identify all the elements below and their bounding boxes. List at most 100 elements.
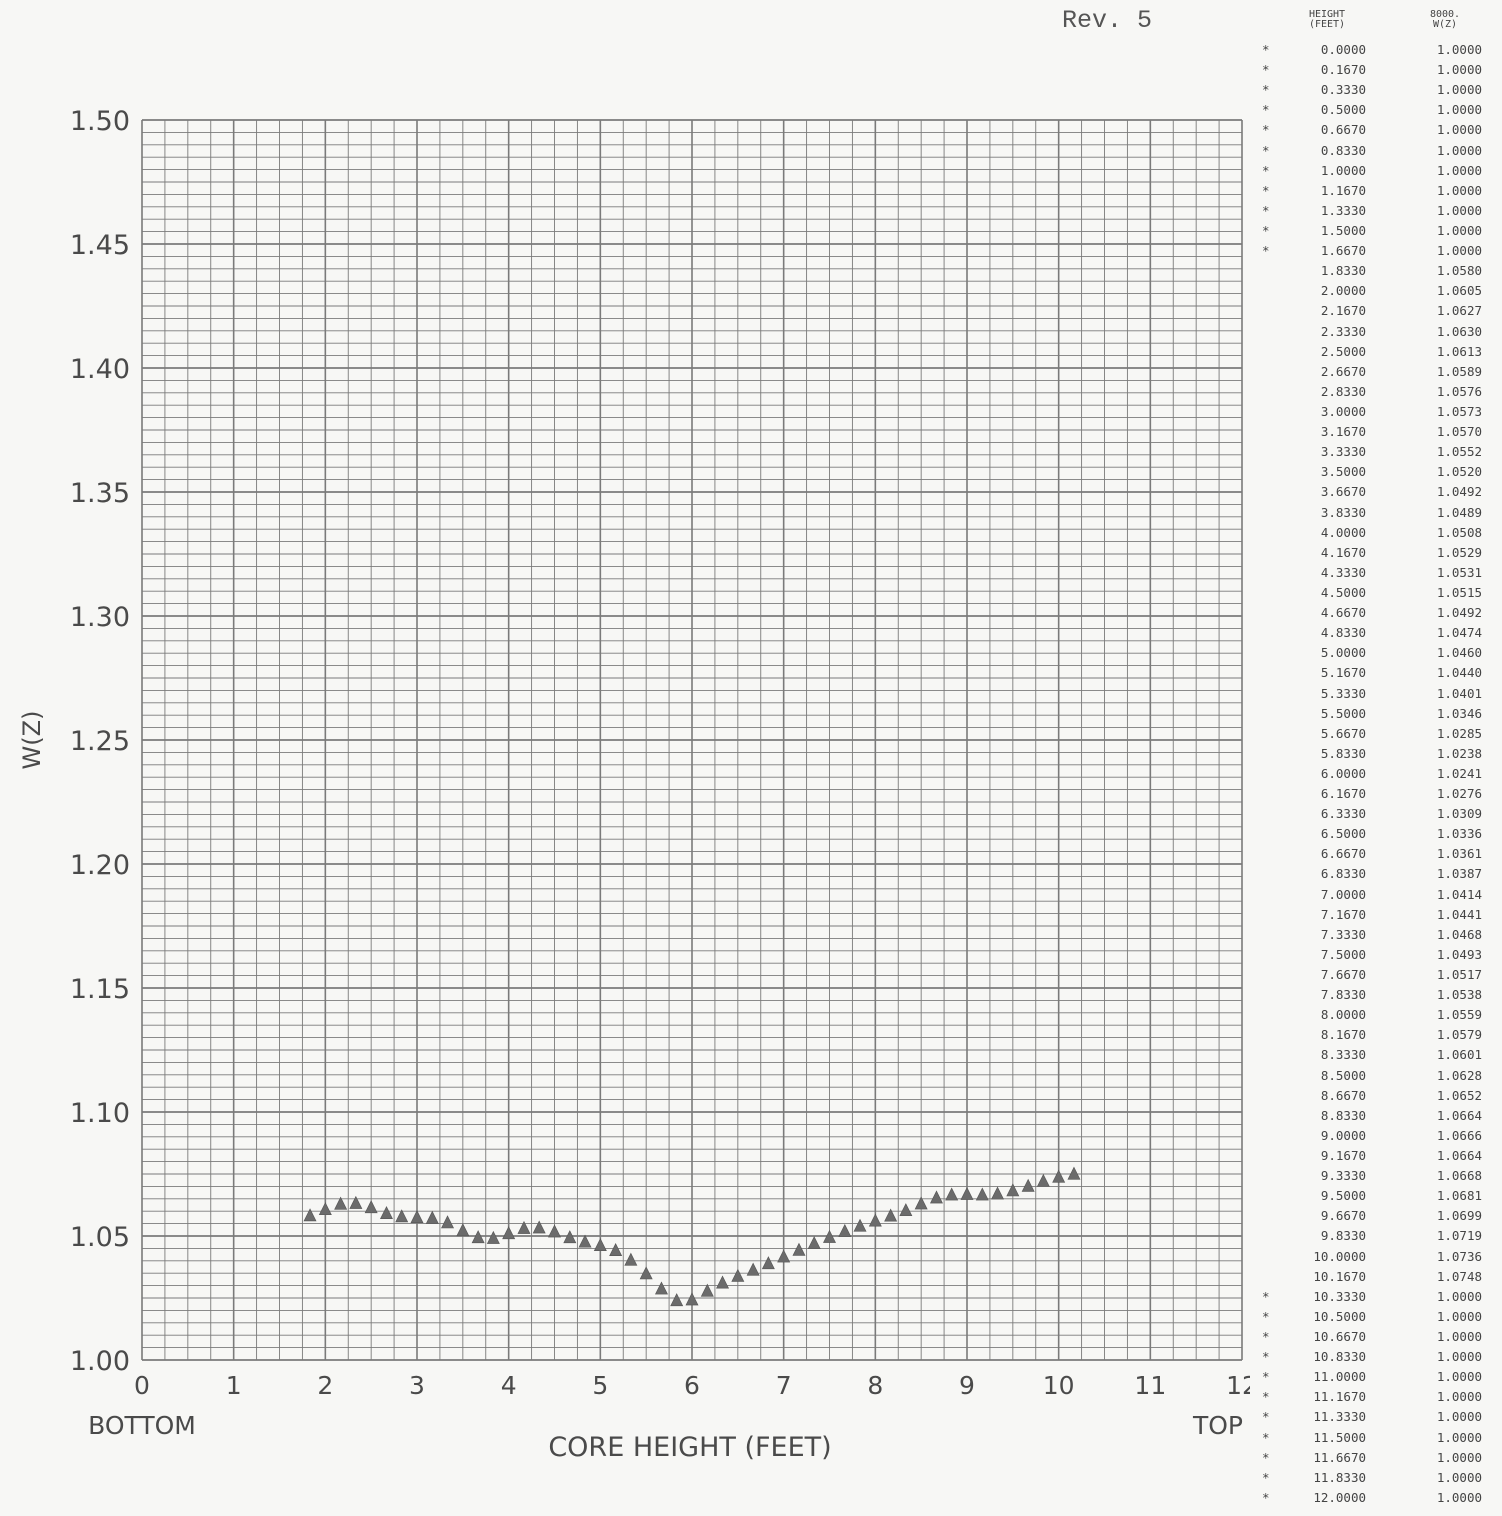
table-row: 5.8330 1.0238	[1258, 744, 1498, 764]
table-row: * 0.0000 1.0000	[1258, 40, 1498, 60]
row-height: 9.0000	[1320, 1127, 1366, 1143]
table-row: 4.3330 1.0531	[1258, 563, 1498, 583]
row-flag: *	[1262, 182, 1270, 198]
row-wz: 1.0748	[1436, 1268, 1482, 1284]
row-height: 5.1670	[1320, 665, 1366, 681]
row-height: 8.6670	[1320, 1087, 1366, 1103]
x-tick-label: 9	[959, 1371, 975, 1400]
row-flag: *	[1262, 1389, 1270, 1405]
chart-grid	[141, 119, 1243, 1361]
row-wz: 1.0000	[1436, 62, 1482, 78]
y-tick-label: 1.45	[70, 230, 130, 261]
row-height: 0.5000	[1320, 102, 1366, 118]
row-height: 5.3330	[1320, 685, 1366, 701]
x-axis-bottom-label: BOTTOM	[88, 1411, 196, 1440]
row-wz: 1.0000	[1436, 142, 1482, 158]
row-wz: 1.0440	[1436, 665, 1482, 681]
y-tick-label: 1.15	[70, 974, 130, 1005]
row-wz: 1.0529	[1436, 544, 1482, 560]
row-height: 1.0000	[1320, 162, 1366, 178]
table-row: 6.1670 1.0276	[1258, 784, 1498, 804]
row-height: 9.6670	[1320, 1208, 1366, 1224]
data-point-triangle	[349, 1195, 363, 1209]
table-row: 3.3330 1.0552	[1258, 442, 1498, 462]
y-tick-label: 1.20	[70, 850, 130, 881]
table-row: 7.1670 1.0441	[1258, 905, 1498, 925]
row-wz: 1.0605	[1436, 283, 1482, 299]
row-flag: *	[1262, 1369, 1270, 1385]
table-row: 7.6670 1.0517	[1258, 965, 1498, 985]
row-height: 4.3330	[1320, 564, 1366, 580]
row-flag: *	[1262, 202, 1270, 218]
data-point-triangle	[1021, 1178, 1035, 1192]
y-axis-label: W(Z)	[18, 711, 46, 770]
row-wz: 1.0241	[1436, 765, 1482, 781]
revision-label: Rev. 5	[1062, 6, 1153, 35]
row-height: 0.3330	[1320, 82, 1366, 98]
data-point-triangle	[486, 1230, 500, 1244]
row-flag: *	[1262, 243, 1270, 259]
row-height: 6.1670	[1320, 786, 1366, 802]
table-row: 5.0000 1.0460	[1258, 643, 1498, 663]
x-tick-label: 10	[1043, 1371, 1075, 1400]
data-point-triangle	[639, 1266, 653, 1280]
x-tick-label: 2	[317, 1371, 333, 1400]
x-axis-label: CORE HEIGHT (FEET)	[548, 1432, 831, 1463]
row-wz: 1.0652	[1436, 1087, 1482, 1103]
row-wz: 1.0000	[1436, 1429, 1482, 1445]
table-row: * 0.3330 1.0000	[1258, 80, 1498, 100]
y-tick-label: 1.40	[70, 354, 130, 385]
row-flag: *	[1262, 1429, 1270, 1445]
table-row: * 1.5000 1.0000	[1258, 221, 1498, 241]
table-row: 6.6670 1.0361	[1258, 844, 1498, 864]
data-point-triangle	[1067, 1166, 1081, 1180]
row-wz: 1.0238	[1436, 745, 1482, 761]
row-height: 8.0000	[1320, 1007, 1366, 1023]
row-height: 4.5000	[1320, 584, 1366, 600]
table-row: 1.8330 1.0580	[1258, 261, 1498, 281]
data-point-triangle	[884, 1208, 898, 1222]
row-wz: 1.0552	[1436, 444, 1482, 460]
data-point-triangle	[548, 1224, 561, 1238]
data-point-triangle	[425, 1210, 439, 1224]
data-point-triangle	[685, 1292, 699, 1306]
data-point-triangle	[395, 1209, 409, 1223]
row-wz: 1.0000	[1436, 243, 1482, 259]
data-point-triangle	[502, 1226, 516, 1240]
row-wz: 1.0000	[1436, 82, 1482, 98]
x-tick-label: 6	[684, 1371, 700, 1400]
table-row: 6.5000 1.0336	[1258, 824, 1498, 844]
row-height: 4.6670	[1320, 605, 1366, 621]
height-column-header: HEIGHT (FEET)	[1292, 10, 1362, 30]
row-height: 3.6670	[1320, 484, 1366, 500]
row-height: 1.3330	[1320, 202, 1366, 218]
row-wz: 1.0000	[1436, 1449, 1482, 1465]
table-row: * 12.0000 1.0000	[1258, 1488, 1498, 1508]
data-point-triangle	[1052, 1169, 1066, 1183]
row-height: 1.5000	[1320, 222, 1366, 238]
row-height: 2.6670	[1320, 363, 1366, 379]
row-wz: 1.0579	[1436, 1027, 1482, 1043]
data-point-triangle	[761, 1256, 775, 1270]
table-row: * 10.6670 1.0000	[1258, 1327, 1498, 1347]
data-point-triangle	[1006, 1183, 1020, 1197]
data-point-triangle	[792, 1242, 806, 1256]
row-flag: *	[1262, 1489, 1270, 1505]
row-height: 10.1670	[1313, 1268, 1366, 1284]
table-row: * 11.8330 1.0000	[1258, 1468, 1498, 1488]
row-height: 9.8330	[1320, 1228, 1366, 1244]
table-row: 10.0000 1.0736	[1258, 1247, 1498, 1267]
data-point-triangle	[945, 1187, 959, 1201]
row-wz: 1.0000	[1436, 1369, 1482, 1385]
x-tick-label: 1	[226, 1371, 242, 1400]
row-wz: 1.0664	[1436, 1107, 1482, 1123]
row-wz: 1.0699	[1436, 1208, 1482, 1224]
row-wz: 1.0613	[1436, 343, 1482, 359]
row-flag: *	[1262, 162, 1270, 178]
row-wz: 1.0559	[1436, 1007, 1482, 1023]
row-height: 3.8330	[1320, 504, 1366, 520]
row-flag: *	[1262, 122, 1270, 138]
row-flag: *	[1262, 1409, 1270, 1425]
data-point-triangle	[991, 1186, 1005, 1200]
table-row: 6.0000 1.0241	[1258, 764, 1498, 784]
